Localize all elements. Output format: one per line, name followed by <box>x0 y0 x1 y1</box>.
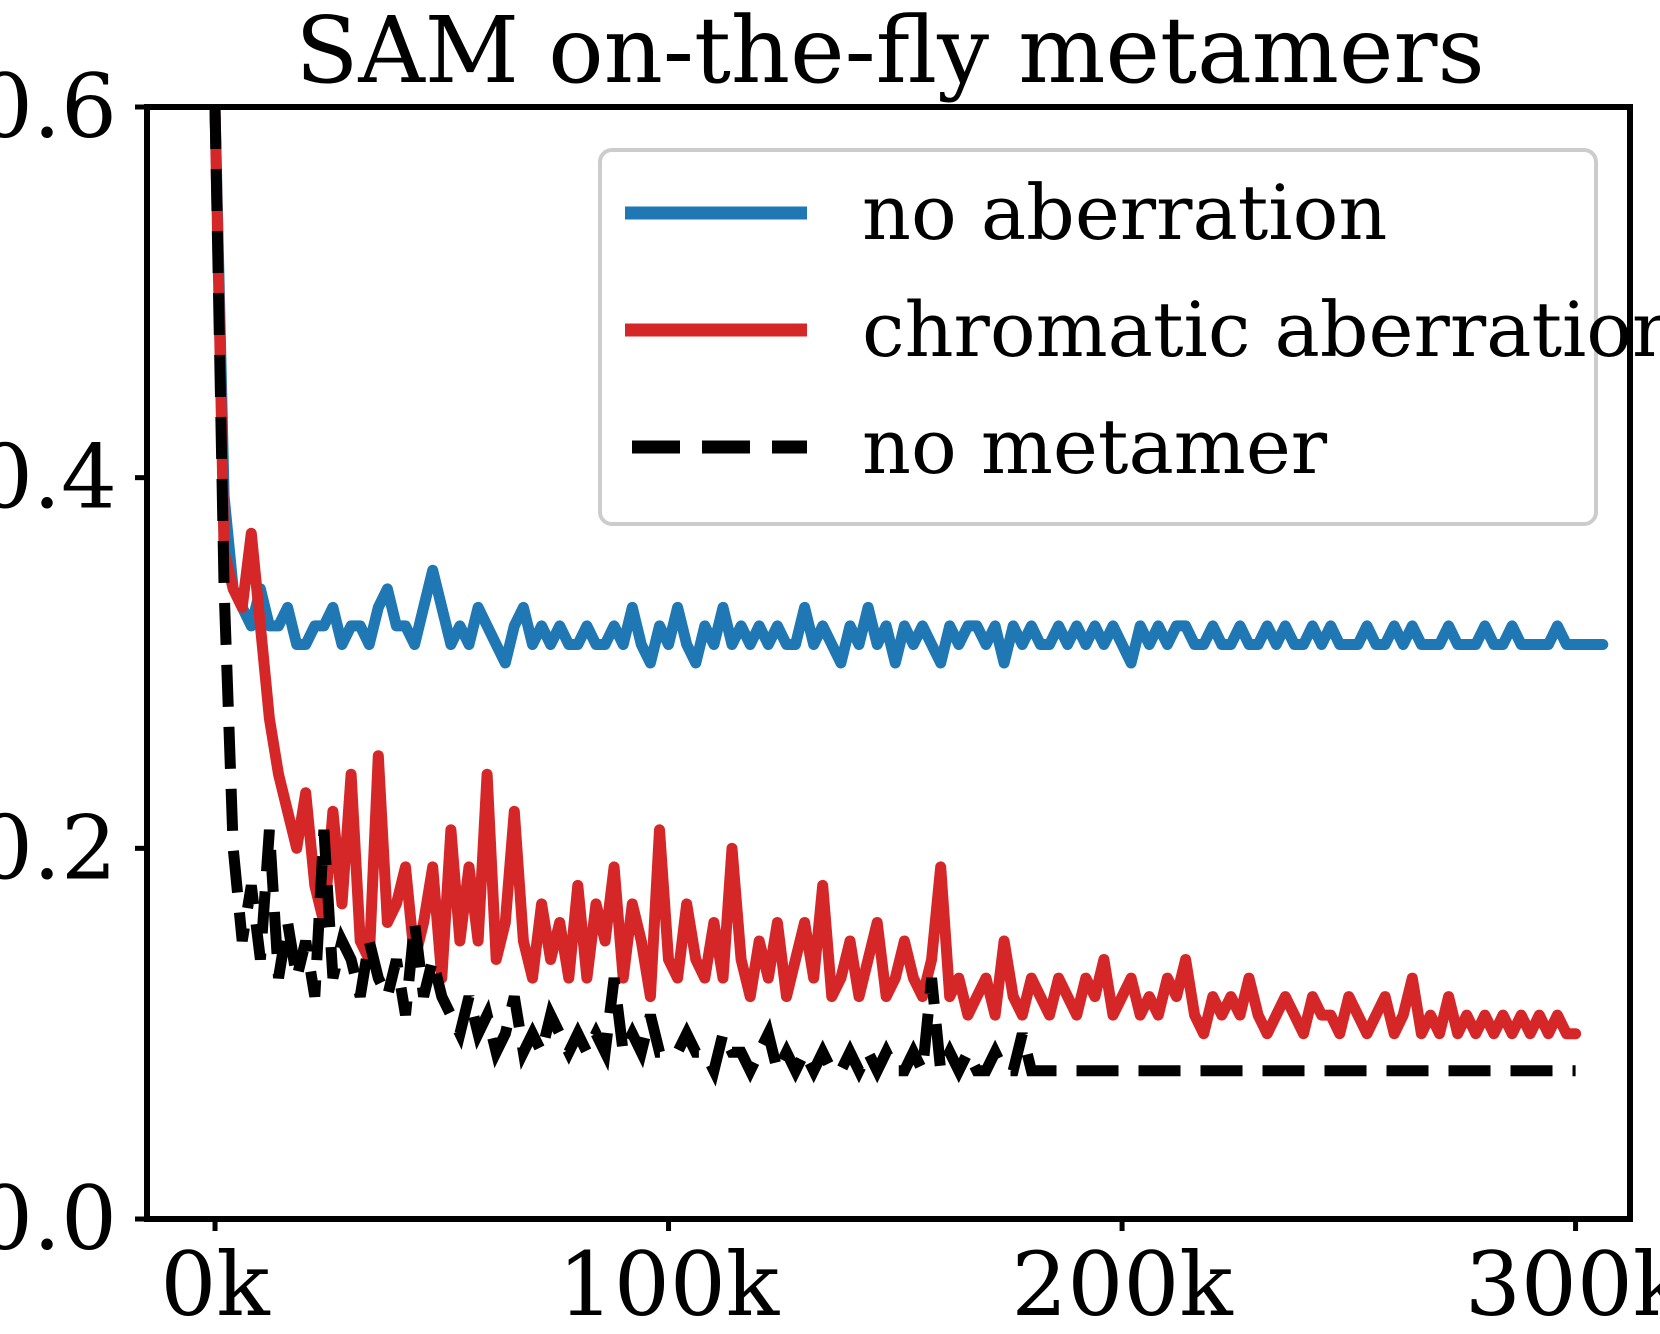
legend: no aberration chromatic aberration no meta… <box>598 148 1660 526</box>
chart-title: SAM on-the-fly metamers <box>295 0 1484 104</box>
series-line-no-aberration <box>209 107 1609 669</box>
x-tick-label: 100k <box>558 1233 780 1334</box>
series-line-no-metamer <box>209 107 1576 1091</box>
legend-label: no aberration <box>862 168 1387 257</box>
legend-label: no metamer <box>862 402 1328 491</box>
legend-label: chromatic aberration <box>862 285 1660 374</box>
x-tick-label: 300k <box>1465 1233 1660 1334</box>
legend-box <box>598 148 1598 526</box>
y-tick-label: 0.2 <box>0 796 117 899</box>
axes-layer: 0.0 0.2 0.4 0.6 0k 100k 200k 300k <box>0 55 1660 1334</box>
x-tick-label: 200k <box>1011 1233 1233 1334</box>
series-layer <box>209 107 1609 1091</box>
y-tick-label: 0.6 <box>0 55 117 158</box>
x-tick-label: 0k <box>160 1233 270 1334</box>
plot-frame <box>144 104 1633 1222</box>
y-tick-label: 0.4 <box>0 426 117 529</box>
y-tick-label: 0.0 <box>0 1167 117 1270</box>
